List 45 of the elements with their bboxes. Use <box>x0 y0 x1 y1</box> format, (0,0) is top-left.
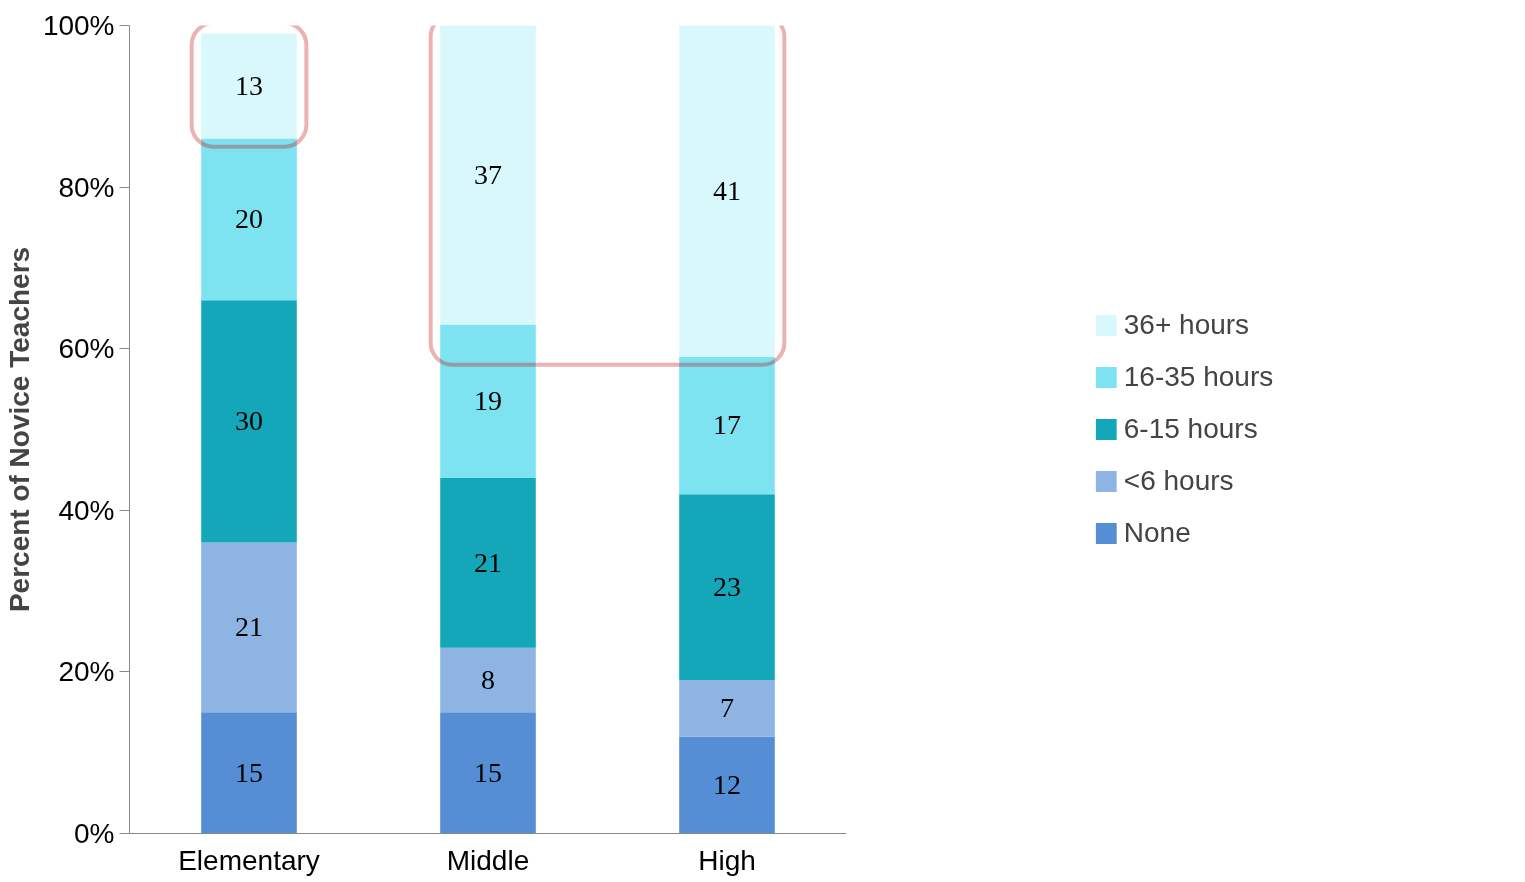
y-tick-label: 60% <box>58 333 115 365</box>
data-label: 15 <box>474 756 502 788</box>
data-label: 13 <box>235 70 263 102</box>
legend-label: None <box>1123 517 1191 549</box>
data-label: 8 <box>481 663 495 695</box>
legend-label: 16-35 hours <box>1123 361 1274 393</box>
data-label: 17 <box>713 409 741 441</box>
legend-label: 36+ hours <box>1123 309 1250 341</box>
bar <box>440 712 536 834</box>
bar <box>440 647 536 713</box>
bar <box>440 324 536 478</box>
data-label: 12 <box>713 769 741 801</box>
data-label: 30 <box>235 405 263 437</box>
bar <box>679 494 775 680</box>
x-tick-label: High <box>698 844 756 876</box>
bar <box>440 477 536 648</box>
legend-label: 6-15 hours <box>1123 413 1258 445</box>
data-label: 37 <box>474 158 502 190</box>
bar <box>679 736 775 834</box>
data-label: 23 <box>713 571 741 603</box>
data-label: 21 <box>235 611 263 643</box>
y-tick-label: 20% <box>58 656 115 688</box>
bar <box>201 712 297 834</box>
y-tick-label: 80% <box>58 171 115 203</box>
x-tick-label: Elementary <box>178 844 320 876</box>
data-label: 7 <box>720 692 734 724</box>
data-label: 41 <box>713 175 741 207</box>
bar <box>679 356 775 495</box>
y-tick-label: 0% <box>74 818 115 849</box>
legend-label: <6 hours <box>1123 465 1234 497</box>
data-label: 21 <box>474 546 502 578</box>
bar <box>679 25 775 357</box>
data-label: 15 <box>235 756 263 788</box>
bar <box>679 679 775 737</box>
x-tick-label: Middle <box>446 844 530 876</box>
data-label: 19 <box>474 385 502 417</box>
bar <box>440 25 536 325</box>
data-label: 20 <box>235 203 263 235</box>
y-axis-title: Percent of Novice Teachers <box>3 246 35 613</box>
y-tick-label: 100% <box>42 10 115 41</box>
bar <box>201 138 297 301</box>
y-tick-label: 40% <box>58 494 115 526</box>
bar <box>201 33 297 139</box>
bar <box>201 542 297 713</box>
bar <box>201 300 297 543</box>
